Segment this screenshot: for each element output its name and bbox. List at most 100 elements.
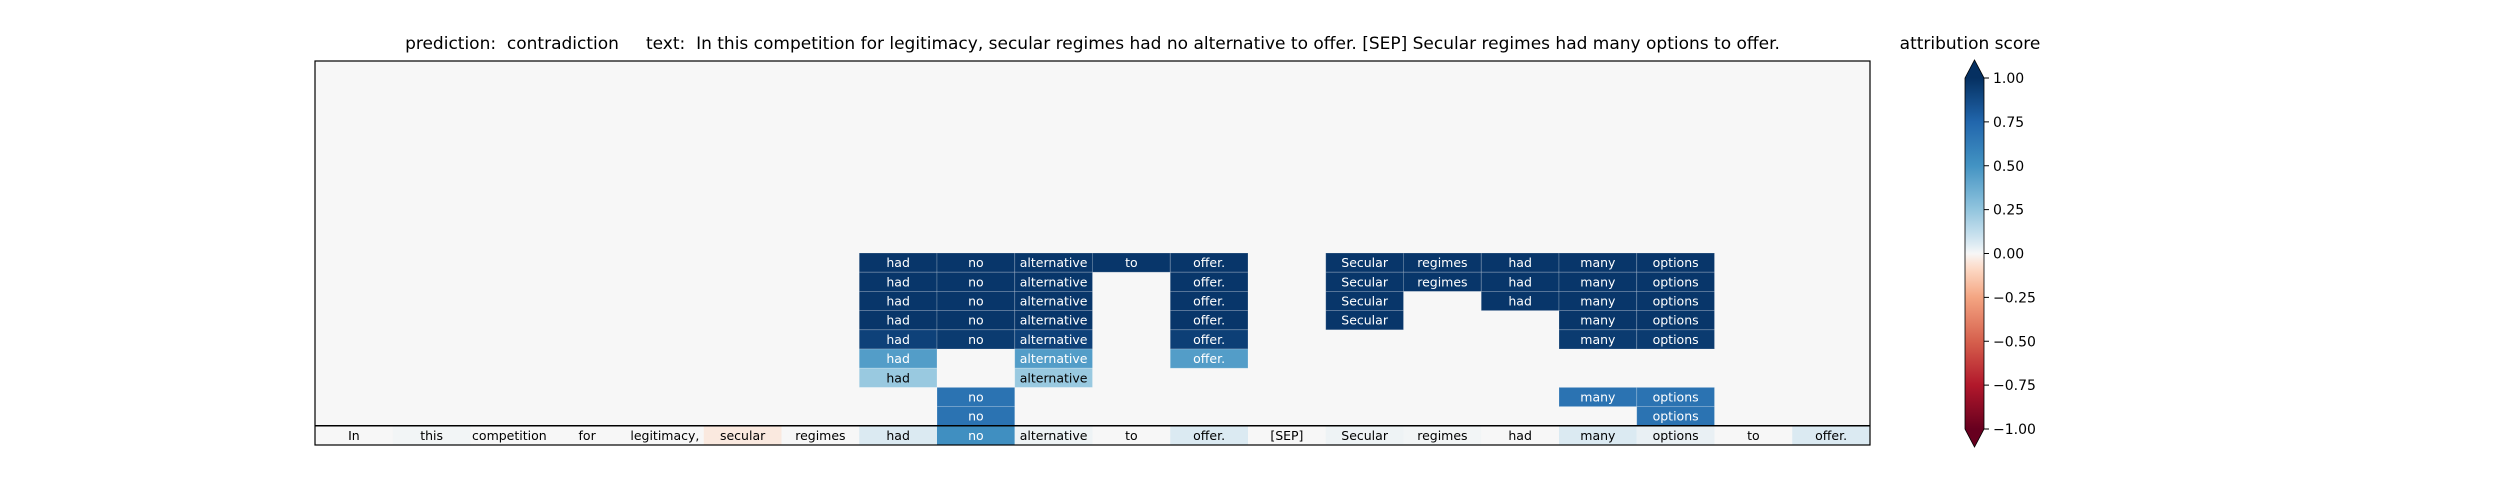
token-score-cell — [1170, 425, 1248, 445]
cell-token-label: alternative — [1020, 370, 1088, 385]
colorbar-tick-label: 0.25 — [1993, 203, 2024, 219]
colorbar-tick-label: −0.50 — [1993, 334, 2036, 350]
cell-token-label: Secular — [1341, 255, 1389, 270]
colorbar-gradient — [1965, 78, 1984, 429]
cell-token-label: no — [968, 294, 984, 309]
cell-token-label: alternative — [1020, 332, 1088, 347]
token-score-cell — [937, 425, 1015, 445]
token-score-cell — [548, 425, 626, 445]
token-label: alternative — [1020, 428, 1088, 443]
token-score-cell — [781, 425, 860, 445]
chart-title: prediction: contradiction text: In this … — [315, 34, 1870, 54]
heatmap-cell — [858, 367, 938, 388]
cell-token-label: alternative — [1020, 294, 1088, 309]
text-value: In this competition for legitimacy, secu… — [696, 34, 1780, 54]
cell-token-label: Secular — [1341, 313, 1389, 328]
cell-token-label: regimes — [1417, 274, 1467, 289]
token-label: In — [348, 428, 360, 443]
cell-token-label: options — [1653, 390, 1699, 405]
colorbar-extend-max — [1965, 60, 1984, 78]
cell-token-label: options — [1653, 409, 1699, 424]
cell-token-label: no — [968, 409, 984, 424]
prediction-label: prediction: — [405, 34, 497, 54]
cell-token-label: many — [1580, 390, 1616, 405]
token-label: regimes — [1417, 428, 1467, 443]
cell-token-label: many — [1580, 255, 1616, 270]
token-label: [SEP] — [1270, 428, 1303, 443]
cell-token-label: offer. — [1193, 351, 1225, 366]
cell-token-label: alternative — [1020, 351, 1088, 366]
token-score-cell — [1792, 425, 1870, 445]
token-score-cell — [1092, 425, 1171, 445]
cell-token-label: many — [1580, 274, 1616, 289]
prediction-value: contradiction — [506, 34, 619, 54]
cell-token-label: alternative — [1020, 255, 1088, 270]
token-score-cell — [626, 425, 704, 445]
token-score-cell — [1248, 425, 1326, 445]
token-label: regimes — [795, 428, 845, 443]
token-label: offer. — [1815, 428, 1847, 443]
token-label: Secular — [1341, 428, 1389, 443]
cell-token-label: had — [886, 351, 910, 366]
token-score-cell — [315, 425, 393, 445]
cell-token-label: alternative — [1020, 274, 1088, 289]
token-score-cell — [1636, 425, 1715, 445]
cell-token-label: options — [1653, 294, 1699, 309]
token-score-cell — [703, 425, 782, 445]
cell-token-label: many — [1580, 313, 1616, 328]
cell-token-label: options — [1653, 313, 1699, 328]
cell-token-label: had — [886, 370, 910, 385]
cell-token-label: had — [886, 274, 910, 289]
cell-token-label: had — [886, 313, 910, 328]
cell-token-label: offer. — [1193, 255, 1225, 270]
cell-token-label: alternative — [1020, 313, 1088, 328]
cell-token-label: offer. — [1193, 274, 1225, 289]
token-label: to — [1125, 428, 1138, 443]
cell-token-label: had — [1508, 294, 1532, 309]
cell-token-label: options — [1653, 332, 1699, 347]
heatmap-cell — [1325, 310, 1404, 331]
cell-token-label: Secular — [1341, 294, 1389, 309]
token-label: secular — [720, 428, 766, 443]
cell-token-label: options — [1653, 274, 1699, 289]
token-score-cell — [392, 425, 471, 445]
token-score-cell — [470, 425, 549, 445]
token-label: had — [886, 428, 910, 443]
cell-token-label: Secular — [1341, 274, 1389, 289]
cell-token-label: offer. — [1193, 313, 1225, 328]
cell-token-label: regimes — [1417, 255, 1467, 270]
cell-token-label: had — [886, 255, 910, 270]
cell-token-label: many — [1580, 294, 1616, 309]
cell-token-label: had — [1508, 255, 1532, 270]
cell-token-label: had — [886, 294, 910, 309]
token-score-cell — [1325, 425, 1404, 445]
colorbar-tick-label: 0.00 — [1993, 247, 2024, 263]
text-label: text: — [645, 34, 686, 54]
colorbar-tick-label: −1.00 — [1993, 422, 2036, 438]
colorbar-tick-label: −0.25 — [1993, 290, 2036, 306]
cell-token-label: no — [968, 255, 984, 270]
cell-token-label: no — [968, 390, 984, 405]
token-label: options — [1653, 428, 1699, 443]
cell-token-label: options — [1653, 255, 1699, 270]
heatmap-cell — [1169, 348, 1249, 369]
cell-token-label: no — [968, 274, 984, 289]
cell-token-label: no — [968, 313, 984, 328]
heatmap-cell — [1636, 329, 1715, 350]
token-score-cell — [1014, 425, 1093, 445]
colorbar-tick-label: 0.50 — [1993, 159, 2024, 175]
colorbar-tick-label: 0.75 — [1993, 115, 2024, 131]
token-label: no — [968, 428, 984, 443]
token-label: offer. — [1193, 428, 1225, 443]
token-label: many — [1580, 428, 1616, 443]
token-label: for — [579, 428, 597, 443]
token-label: competition — [472, 428, 547, 443]
cell-token-label: had — [886, 332, 910, 347]
token-score-cell — [1481, 425, 1559, 445]
token-label: this — [420, 428, 443, 443]
token-score-cell — [1714, 425, 1793, 445]
cell-token-label: had — [1508, 274, 1532, 289]
token-label: to — [1747, 428, 1760, 443]
